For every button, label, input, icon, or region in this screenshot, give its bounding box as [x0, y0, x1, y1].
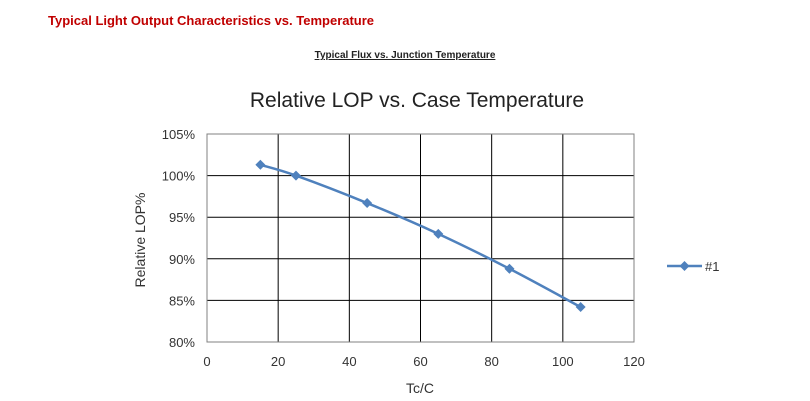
legend-marker [679, 261, 690, 271]
data-point-marker [362, 198, 373, 209]
grid [206, 133, 635, 343]
plot-area-border [206, 133, 635, 343]
x-tick-label: 120 [623, 354, 645, 369]
series-group [255, 159, 586, 313]
x-tick-label: 100 [552, 354, 574, 369]
legend-label: #1 [705, 259, 719, 274]
x-tick-label: 40 [342, 354, 356, 369]
y-tick-label: 100% [162, 169, 196, 184]
x-tick-label: 0 [203, 354, 210, 369]
data-point-marker [255, 159, 266, 170]
y-tick-label: 105% [162, 127, 196, 142]
figure-caption: Typical Flux vs. Junction Temperature [314, 50, 496, 61]
y-tick-label: 90% [169, 252, 195, 267]
x-tick-label: 60 [413, 354, 427, 369]
chart-title: Relative LOP vs. Case Temperature [250, 89, 584, 112]
section-title: Typical Light Output Characteristics vs.… [48, 13, 375, 28]
y-axis-ticks: 80% 85% 90% 95% 100% 105% [162, 127, 196, 350]
legend: #1 [667, 259, 719, 274]
y-axis-label: Relative LOP% [132, 193, 148, 288]
data-point-marker [290, 170, 301, 181]
y-tick-label: 95% [169, 210, 195, 225]
x-tick-label: 80 [484, 354, 498, 369]
x-axis-ticks: 0 20 40 60 80 100 120 [203, 354, 644, 369]
x-tick-label: 20 [271, 354, 285, 369]
y-tick-label: 80% [169, 335, 195, 350]
data-point-marker [504, 263, 515, 274]
x-axis-label: Tc/C [406, 380, 434, 396]
data-point-marker [433, 228, 444, 239]
data-point-marker [575, 302, 586, 313]
y-tick-label: 85% [169, 293, 195, 308]
